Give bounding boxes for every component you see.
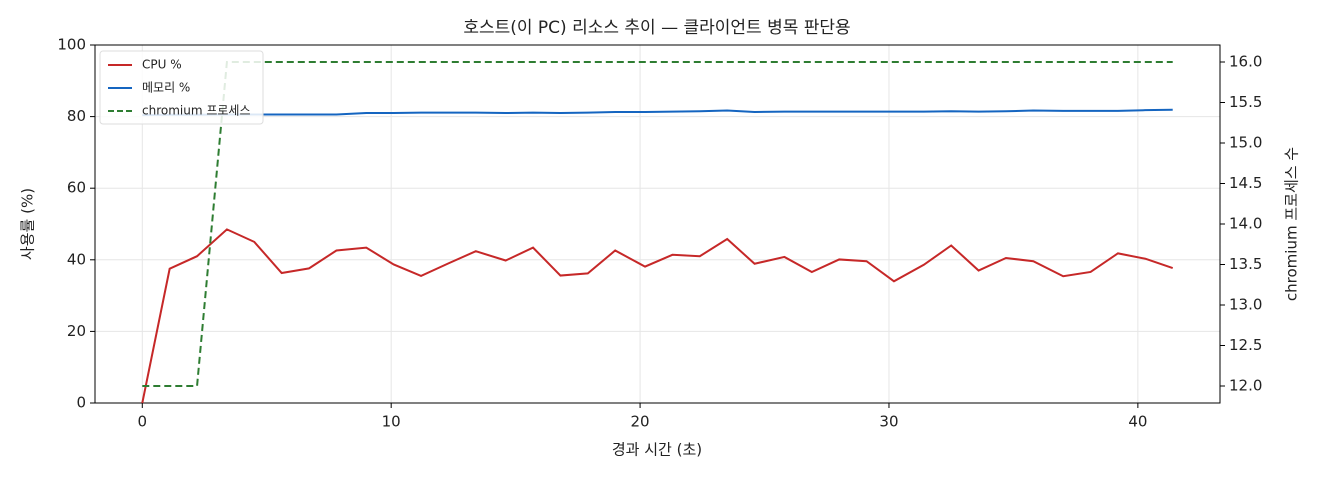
x-tick-label: 10 [382, 413, 401, 431]
series-line [142, 61, 1173, 387]
legend-label: CPU % [142, 58, 182, 72]
y-tick-label: 20 [67, 322, 86, 340]
legend: CPU % 메모리 % chromium 프로세스 [99, 50, 264, 125]
x-tick-label: 30 [879, 413, 898, 431]
legend-label: 메모리 % [142, 81, 190, 95]
y2-tick-label: 14.5 [1229, 174, 1262, 192]
series-line [142, 108, 1173, 117]
y2-tick-label: 16.0 [1229, 53, 1262, 71]
x-tick-label: 20 [631, 413, 650, 431]
y-axis-label: 사용률 (%) [19, 188, 37, 260]
legend-label: chromium 프로세스 [142, 104, 251, 118]
y2-tick-label: 15.0 [1229, 134, 1262, 152]
x-tick-label: 0 [138, 413, 148, 431]
y2-tick-label: 12.0 [1229, 376, 1262, 394]
y-tick-label: 100 [57, 36, 86, 54]
y-tick-label: 80 [67, 107, 86, 125]
y2-tick-label: 13.5 [1229, 255, 1262, 273]
x-axis-label: 경과 시간 (초) [612, 441, 702, 459]
chart-title: 호스트(이 PC) 리소스 추이 — 클라이언트 병목 판단용 [463, 18, 850, 38]
y-tick-label: 40 [67, 250, 86, 268]
y2-tick-label: 12.5 [1229, 336, 1262, 354]
plot-frame [94, 44, 1221, 404]
y2-tick-label: 15.5 [1229, 93, 1262, 111]
y2-tick-label: 13.0 [1229, 295, 1262, 313]
series-line [141, 228, 1174, 404]
x-tick-label: 40 [1128, 413, 1147, 431]
y2-tick-label: 14.0 [1229, 215, 1262, 233]
y-tick-label: 60 [67, 179, 86, 197]
legend-box [99, 50, 264, 125]
y-tick-label: 0 [76, 394, 86, 412]
y2-axis-label: chromium 프로세스 수 [1283, 147, 1301, 301]
